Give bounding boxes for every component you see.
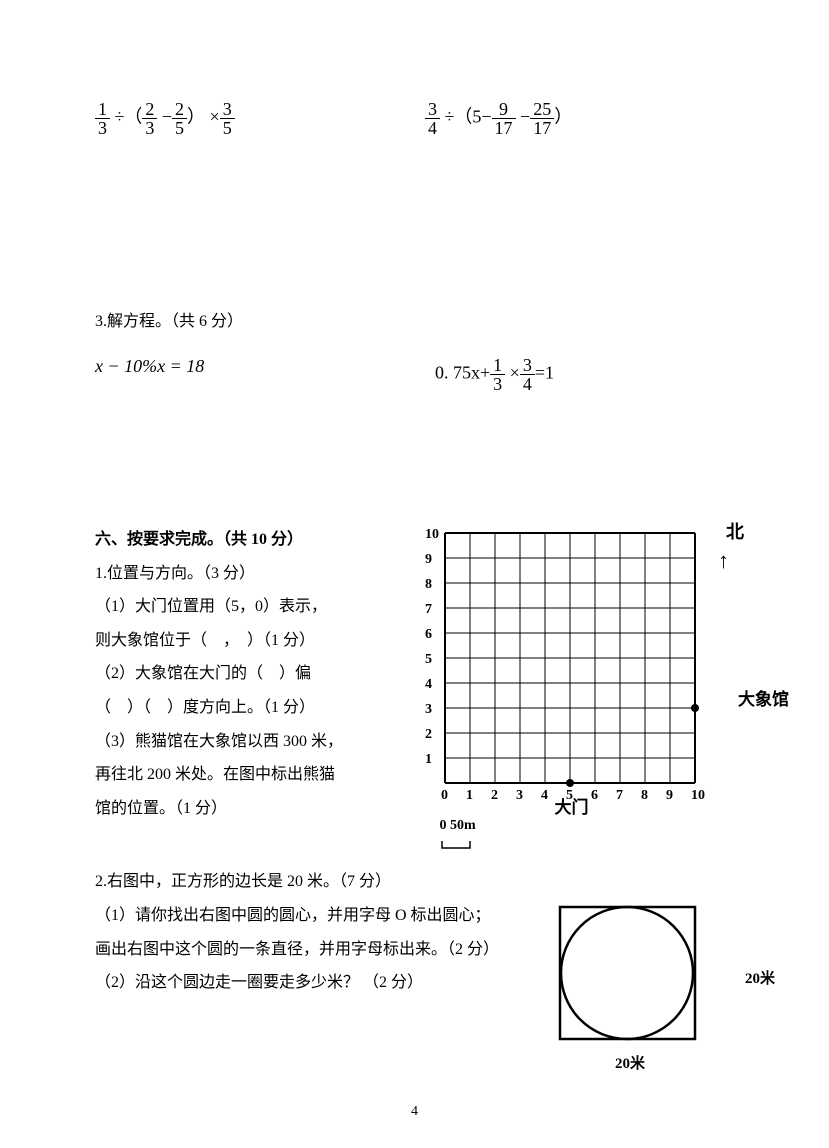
frac-den: 4 <box>425 118 440 137</box>
q1-2b: （ ）（ ）度方向上。（1 分） <box>95 691 415 725</box>
section-6: 六、按要求完成。（共 10 分） 1.位置与方向。（3 分） （1）大门位置用（… <box>95 523 734 825</box>
svg-text:7: 7 <box>616 788 623 803</box>
svg-text:3: 3 <box>516 788 523 803</box>
q2-text: （1）请你找出右图中圆的圆心，并用字母 O 标出圆心； 画出右图中这个圆的一条直… <box>95 899 555 1044</box>
q2-l2: 画出右图中这个圆的一条直径，并用字母标出来。（2 分） <box>95 933 555 967</box>
north-label: 北 <box>726 518 744 544</box>
q1-1b: 则大象馆位于（ ， ）（1 分） <box>95 624 415 658</box>
const: 5 <box>472 107 481 127</box>
svg-text:1: 1 <box>466 788 473 803</box>
q1-2a: （2）大象馆在大门的（ ）偏 <box>95 657 415 691</box>
frac-den: 3 <box>95 118 110 137</box>
svg-text:6: 6 <box>425 627 432 642</box>
frac-den: 3 <box>490 374 505 393</box>
frac-num: 3 <box>425 100 440 118</box>
scale-bar-icon <box>440 838 475 856</box>
svg-text:9: 9 <box>666 788 673 803</box>
svg-text:2: 2 <box>491 788 498 803</box>
frac-num: 9 <box>492 100 516 118</box>
frac-den: 17 <box>530 118 554 137</box>
side-label-bottom: 20米 <box>615 1049 645 1081</box>
q1-title: 1.位置与方向。（3 分） <box>95 557 415 591</box>
suffix: =1 <box>535 363 554 383</box>
frac-den: 5 <box>220 118 235 137</box>
elephant-label: 大象馆 <box>738 685 789 710</box>
svg-text:2: 2 <box>425 727 432 742</box>
question-2: 2.右图中，正方形的边长是 20 米。（7 分） （1）请你找出右图中圆的圆心，… <box>95 865 734 1044</box>
svg-text:4: 4 <box>425 677 432 692</box>
frac-num: 1 <box>95 100 110 118</box>
q1-1a: （1）大门位置用（5，0）表示， <box>95 590 415 624</box>
scale-label: 0 50m <box>440 818 476 834</box>
page-number: 4 <box>0 1104 829 1120</box>
north-arrow-icon: ↑ <box>718 548 729 574</box>
gate-label: 大门 <box>555 793 589 818</box>
q3-equations: x − 10%x = 18 0. 75x+13 ×34=1 <box>95 356 734 393</box>
grid-diagram: 012345678910 12345678910 北 ↑ 大象馆 大门 0 50… <box>415 523 735 825</box>
expr-1: 13 ÷（23 −25） ×35 <box>95 100 425 137</box>
circle-svg <box>555 904 700 1044</box>
svg-text:4: 4 <box>541 788 548 803</box>
q2-title: 2.右图中，正方形的边长是 20 米。（7 分） <box>95 865 734 899</box>
frac-num: 1 <box>490 356 505 374</box>
expr-2: 34 ÷（5−917 −2517） <box>425 100 734 137</box>
grid-svg: 012345678910 12345678910 <box>415 523 715 818</box>
svg-text:1: 1 <box>425 752 432 767</box>
s6-title: 六、按要求完成。（共 10 分） <box>95 523 415 557</box>
prefix: 0. 75x+ <box>435 363 490 383</box>
frac-den: 5 <box>172 118 187 137</box>
svg-text:8: 8 <box>641 788 648 803</box>
svg-text:7: 7 <box>425 602 432 617</box>
frac-num: 2 <box>172 100 187 118</box>
svg-text:3: 3 <box>425 702 432 717</box>
svg-text:8: 8 <box>425 577 432 592</box>
frac-num: 3 <box>520 356 535 374</box>
frac-num: 2 <box>142 100 157 118</box>
frac-num: 25 <box>530 100 554 118</box>
section-6-text: 六、按要求完成。（共 10 分） 1.位置与方向。（3 分） （1）大门位置用（… <box>95 523 415 825</box>
frac-den: 3 <box>142 118 157 137</box>
frac-den: 17 <box>492 118 516 137</box>
svg-text:10: 10 <box>425 527 439 542</box>
q2-l3: （2）沿这个圆边走一圈要走多少米？ （2 分） <box>95 966 555 1000</box>
q1-3c: 馆的位置。（1 分） <box>95 792 415 826</box>
q3-title: 3.解方程。（共 6 分） <box>95 307 734 331</box>
eq3-right: 0. 75x+13 ×34=1 <box>435 356 734 393</box>
svg-text:9: 9 <box>425 552 432 567</box>
svg-text:6: 6 <box>591 788 598 803</box>
frac-num: 3 <box>220 100 235 118</box>
svg-text:10: 10 <box>691 788 705 803</box>
q1-3b: 再往北 200 米处。在图中标出熊猫 <box>95 758 415 792</box>
frac-den: 4 <box>520 374 535 393</box>
q1-3a: （3）熊猫馆在大象馆以西 300 米， <box>95 725 415 759</box>
circle-diagram: 20米 20米 <box>555 904 730 1044</box>
q2-l1: （1）请你找出右图中圆的圆心，并用字母 O 标出圆心； <box>95 899 555 933</box>
svg-text:5: 5 <box>425 652 432 667</box>
side-label-right: 20米 <box>745 964 775 996</box>
equation-row-1: 13 ÷（23 −25） ×35 34 ÷（5−917 −2517） <box>95 100 734 137</box>
svg-text:0: 0 <box>441 788 448 803</box>
eq3-left: x − 10%x = 18 <box>95 356 435 393</box>
